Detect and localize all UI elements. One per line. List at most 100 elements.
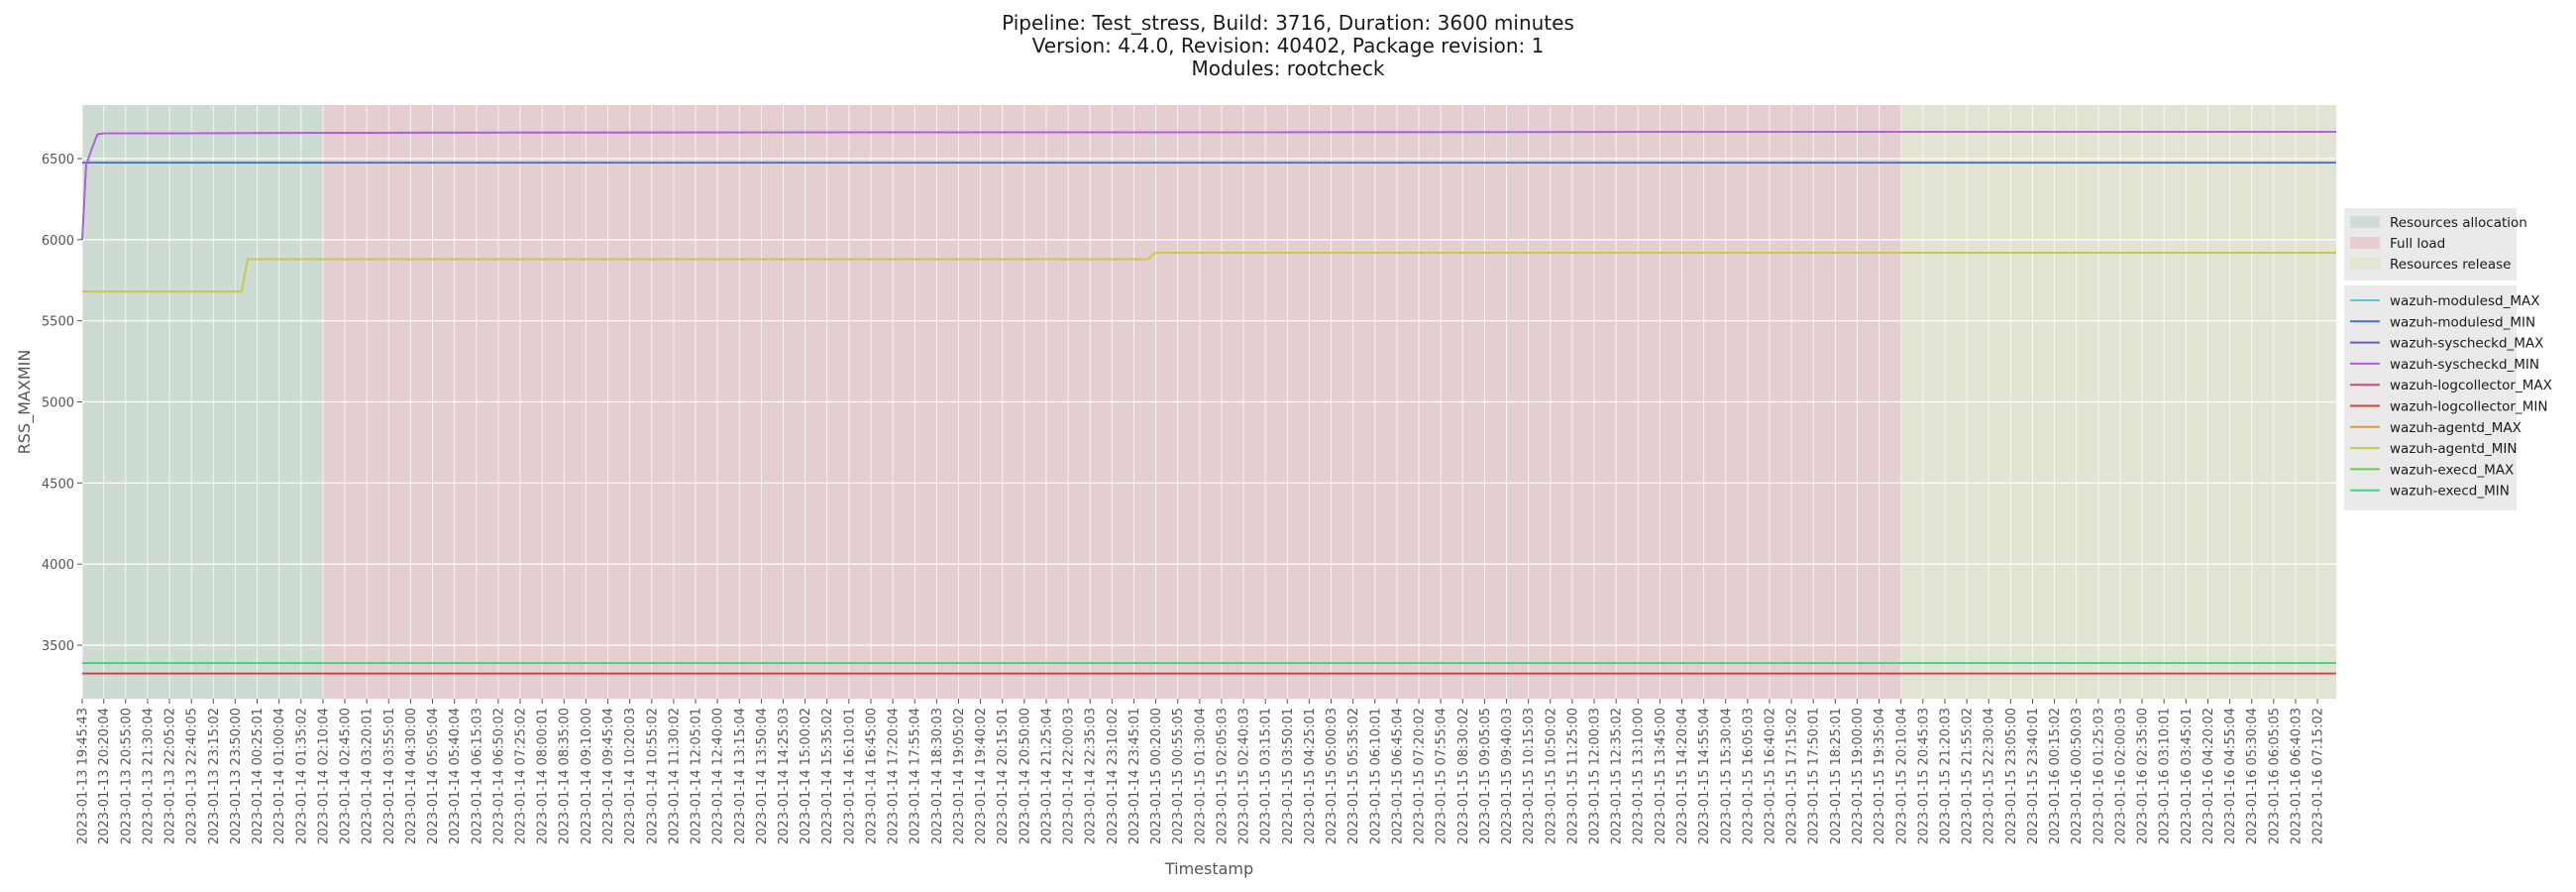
series-legend-label: wazuh-logcollector_MAX bbox=[2390, 378, 2552, 393]
x-tick-label: 2023-01-16 02:35:00 bbox=[2136, 708, 2151, 844]
x-tick-label: 2023-01-15 04:25:01 bbox=[1303, 708, 1318, 844]
x-tick-label: 2023-01-14 09:45:04 bbox=[601, 708, 616, 844]
x-tick-label: 2023-01-14 12:40:00 bbox=[711, 708, 726, 844]
series-legend-label: wazuh-agentd_MIN bbox=[2390, 441, 2517, 457]
x-tick-label: 2023-01-14 05:05:04 bbox=[426, 708, 441, 844]
series-legend-label: wazuh-agentd_MAX bbox=[2390, 420, 2522, 436]
x-tick-label: 2023-01-15 23:40:01 bbox=[2026, 708, 2041, 844]
x-tick-label: 2023-01-14 20:15:01 bbox=[996, 708, 1011, 844]
x-tick-label: 2023-01-16 03:45:01 bbox=[2180, 708, 2195, 844]
x-tick-label: 2023-01-14 02:10:04 bbox=[316, 708, 331, 844]
x-tick-label: 2023-01-14 04:30:00 bbox=[404, 708, 419, 844]
x-tick-label: 2023-01-15 05:00:03 bbox=[1325, 708, 1340, 844]
series-legend-label: wazuh-modulesd_MAX bbox=[2390, 293, 2539, 309]
x-tick-label: 2023-01-16 07:15:02 bbox=[2311, 708, 2326, 844]
x-tick-label: 2023-01-16 06:40:03 bbox=[2289, 708, 2304, 844]
x-tick-label: 2023-01-14 13:15:04 bbox=[733, 708, 748, 844]
x-tick-label: 2023-01-14 02:45:00 bbox=[339, 708, 354, 844]
x-tick-label: 2023-01-14 11:30:02 bbox=[667, 708, 682, 844]
x-tick-label: 2023-01-14 16:10:01 bbox=[842, 708, 857, 844]
chart-title: Pipeline: Test_stress, Build: 3716, Dura… bbox=[1002, 11, 1574, 80]
x-tick-label: 2023-01-15 09:05:05 bbox=[1478, 708, 1493, 844]
phase-legend-label: Full load bbox=[2390, 236, 2445, 252]
x-tick-label: 2023-01-15 02:05:03 bbox=[1215, 708, 1230, 844]
x-tick-label: 2023-01-14 10:55:02 bbox=[645, 708, 660, 844]
x-tick-label: 2023-01-15 08:30:02 bbox=[1456, 708, 1471, 844]
x-tick-label: 2023-01-15 19:35:04 bbox=[1873, 708, 1887, 844]
x-tick-label: 2023-01-13 20:55:00 bbox=[119, 708, 134, 844]
x-tick-label: 2023-01-14 23:10:02 bbox=[1106, 708, 1121, 844]
x-tick-label: 2023-01-15 09:40:03 bbox=[1500, 708, 1515, 844]
x-tick-label: 2023-01-16 04:55:04 bbox=[2223, 708, 2238, 844]
x-tick-label: 2023-01-15 06:10:01 bbox=[1368, 708, 1383, 844]
x-tick-label: 2023-01-16 00:50:03 bbox=[2070, 708, 2085, 844]
series-legend-label: wazuh-modulesd_MIN bbox=[2390, 314, 2535, 330]
x-tick-label: 2023-01-14 23:45:01 bbox=[1127, 708, 1142, 844]
x-tick-label: 2023-01-14 14:25:03 bbox=[777, 708, 792, 844]
x-tick-label: 2023-01-16 03:10:01 bbox=[2158, 708, 2173, 844]
x-tick-label: 2023-01-13 23:15:02 bbox=[207, 708, 222, 844]
x-tick-label: 2023-01-14 15:35:02 bbox=[820, 708, 835, 844]
y-tick-label: 5000 bbox=[42, 396, 74, 411]
series-lines bbox=[81, 131, 2336, 675]
x-tick-label: 2023-01-16 01:25:03 bbox=[2092, 708, 2106, 844]
x-tick-label: 2023-01-15 17:15:02 bbox=[1785, 708, 1800, 844]
y-tick-label: 4500 bbox=[42, 477, 74, 492]
x-tick-label: 2023-01-15 03:15:01 bbox=[1259, 708, 1274, 844]
phase-legend-label: Resources release bbox=[2390, 257, 2511, 273]
x-tick-label: 2023-01-15 18:25:01 bbox=[1829, 708, 1844, 844]
series-legend-label: wazuh-syscheckd_MIN bbox=[2390, 357, 2539, 373]
x-tick-label: 2023-01-14 15:00:02 bbox=[799, 708, 813, 844]
x-tick-label: 2023-01-15 06:45:04 bbox=[1390, 708, 1405, 844]
x-tick-label: 2023-01-14 05:40:04 bbox=[448, 708, 463, 844]
y-axis-ticks: 3500 4000 4500 5000 5500 6000 6500 bbox=[42, 153, 82, 654]
x-tick-label: 2023-01-14 21:25:04 bbox=[1039, 708, 1054, 844]
y-tick-label: 6000 bbox=[42, 234, 74, 249]
x-tick-label: 2023-01-16 06:05:05 bbox=[2267, 708, 2282, 844]
x-tick-label: 2023-01-15 14:20:04 bbox=[1675, 708, 1690, 844]
x-tick-label: 2023-01-15 22:30:04 bbox=[1983, 708, 1997, 844]
x-tick-label: 2023-01-14 00:25:01 bbox=[251, 708, 266, 844]
x-tick-label: 2023-01-13 23:50:00 bbox=[229, 708, 244, 844]
x-tick-label: 2023-01-14 18:30:03 bbox=[930, 708, 945, 844]
x-tick-label: 2023-01-15 11:25:00 bbox=[1565, 708, 1580, 844]
x-tick-label: 2023-01-15 00:55:05 bbox=[1171, 708, 1186, 844]
phase-legend-swatch bbox=[2350, 216, 2380, 228]
x-tick-label: 2023-01-15 20:10:04 bbox=[1894, 708, 1909, 844]
x-tick-label: 2023-01-15 15:30:04 bbox=[1719, 708, 1734, 844]
x-tick-label: 2023-01-14 17:20:04 bbox=[887, 708, 902, 844]
x-tick-label: 2023-01-15 21:55:02 bbox=[1961, 708, 1976, 844]
x-tick-label: 2023-01-14 07:25:02 bbox=[514, 708, 529, 844]
x-tick-label: 2023-01-13 19:45:43 bbox=[76, 708, 91, 844]
x-tick-label: 2023-01-14 09:10:00 bbox=[580, 708, 594, 844]
x-tick-label: 2023-01-15 14:55:04 bbox=[1697, 708, 1712, 844]
x-tick-label: 2023-01-14 16:45:00 bbox=[864, 708, 879, 844]
x-tick-label: 2023-01-14 19:40:02 bbox=[974, 708, 989, 844]
y-tick-label: 4000 bbox=[42, 558, 74, 573]
title-line-2: Version: 4.4.0, Revision: 40402, Package… bbox=[1032, 34, 1545, 57]
x-axis-label: Timestamp bbox=[1164, 859, 1253, 878]
x-tick-label: 2023-01-15 02:40:03 bbox=[1237, 708, 1252, 844]
x-tick-label: 2023-01-13 22:40:05 bbox=[185, 708, 200, 844]
title-line-3: Modules: rootcheck bbox=[1192, 56, 1385, 80]
x-tick-label: 2023-01-15 16:05:03 bbox=[1741, 708, 1756, 844]
title-line-1: Pipeline: Test_stress, Build: 3716, Dura… bbox=[1002, 11, 1574, 35]
x-tick-label: 2023-01-14 08:00:01 bbox=[536, 708, 551, 844]
x-tick-label: 2023-01-15 01:30:04 bbox=[1193, 708, 1208, 844]
x-tick-label: 2023-01-15 20:45:03 bbox=[1916, 708, 1931, 844]
x-tick-label: 2023-01-14 03:55:01 bbox=[382, 708, 397, 844]
series-legend-box bbox=[2344, 285, 2517, 510]
x-tick-label: 2023-01-15 19:00:00 bbox=[1851, 708, 1866, 844]
phase-legend-swatch bbox=[2350, 258, 2380, 270]
x-tick-label: 2023-01-15 21:20:03 bbox=[1938, 708, 1953, 844]
x-tick-label: 2023-01-14 08:35:00 bbox=[558, 708, 573, 844]
x-tick-label: 2023-01-15 12:00:03 bbox=[1588, 708, 1603, 844]
x-tick-label: 2023-01-15 05:35:02 bbox=[1346, 708, 1361, 844]
x-tick-label: 2023-01-15 07:55:04 bbox=[1435, 708, 1449, 844]
x-tick-label: 2023-01-15 10:50:02 bbox=[1544, 708, 1558, 844]
x-tick-label: 2023-01-15 16:40:02 bbox=[1763, 708, 1777, 844]
phase-legend-swatch bbox=[2350, 237, 2380, 249]
x-tick-label: 2023-01-14 03:20:01 bbox=[361, 708, 376, 844]
x-tick-label: 2023-01-14 22:00:03 bbox=[1062, 708, 1077, 844]
